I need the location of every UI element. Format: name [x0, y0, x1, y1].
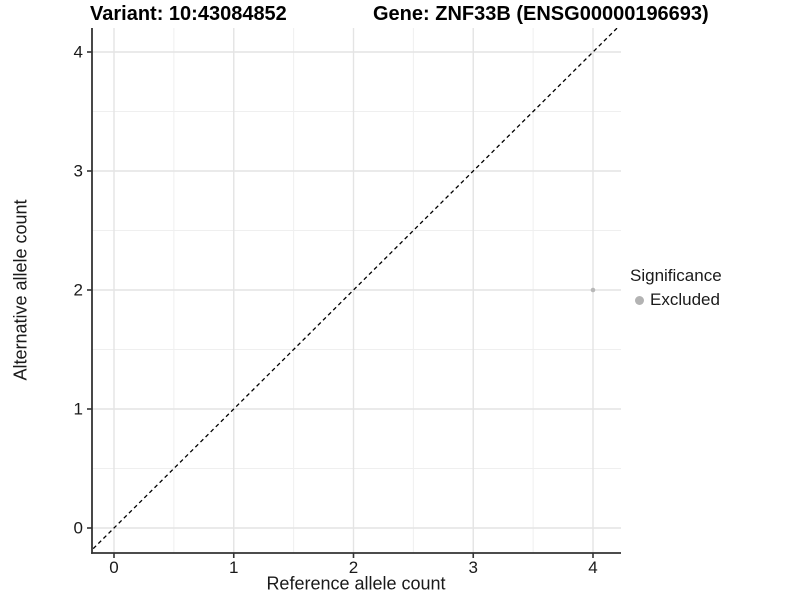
plot-title-variant: Variant: 10:43084852	[90, 3, 287, 25]
x-tick-label: 2	[349, 558, 358, 577]
y-axis-title: Alternative allele count	[10, 199, 31, 381]
y-tick-label: 2	[74, 281, 83, 300]
y-tick-label: 1	[74, 400, 83, 419]
y-tick-label: 3	[74, 162, 83, 181]
x-tick-label: 0	[109, 558, 118, 577]
x-tick-label: 1	[229, 558, 238, 577]
legend-key-dot	[635, 295, 644, 305]
x-tick-label: 4	[588, 558, 597, 577]
legend-title: Significance	[630, 266, 722, 285]
x-axis-title: Reference allele count	[266, 573, 446, 594]
legend-item-label: Excluded	[650, 290, 720, 309]
plot-title: Variant: 10:43084852 Gene: ZNF33B (ENSG0…	[0, 3, 800, 27]
y-tick-label: 4	[74, 43, 83, 62]
x-tick-label: 3	[469, 558, 478, 577]
plot-title-gene: Gene: ZNF33B (ENSG00000196693)	[373, 3, 709, 25]
y-tick-label: 0	[74, 519, 83, 538]
legend: Significance Excluded	[630, 266, 722, 310]
identity-dashed-line	[92, 28, 619, 551]
data-point	[590, 287, 596, 293]
legend-item-excluded: Excluded	[630, 290, 722, 310]
